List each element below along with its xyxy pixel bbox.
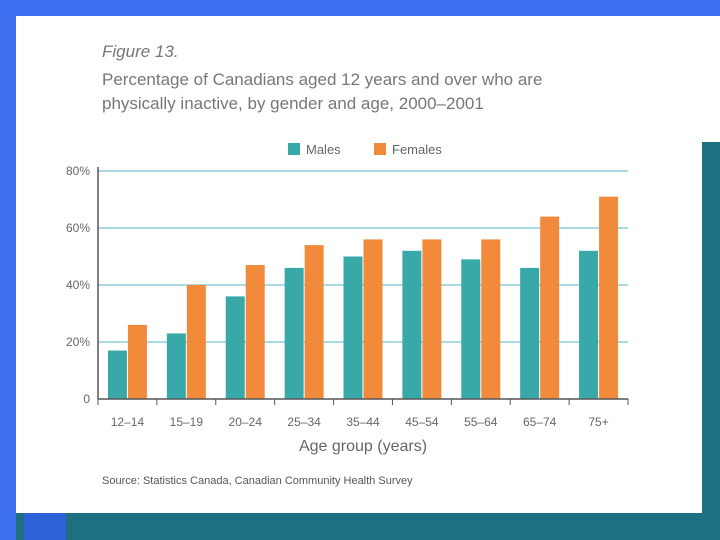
legend-label-females: Females [392, 142, 442, 157]
x-tick-label: 15–19 [170, 415, 204, 429]
bar-females-0 [127, 324, 147, 399]
decorative-bottom-band [16, 513, 720, 540]
bar-males-3 [284, 267, 304, 399]
bar-females-6 [481, 239, 501, 399]
bar-males-2 [225, 296, 245, 399]
legend-label-males: Males [306, 142, 341, 157]
chart-title: Percentage of Canadians aged 12 years an… [102, 68, 622, 116]
y-tick-label: 80% [66, 164, 90, 178]
axes: 0 20% 40% 60% 80% 12–14 15–19 20–24 25–34 35–44 45… [66, 164, 629, 455]
x-tick-label: 55–64 [464, 415, 498, 429]
x-tick-label: 65–74 [523, 415, 557, 429]
legend-swatch-males [288, 143, 300, 155]
gridlines [98, 170, 628, 343]
legend: Males Females [288, 142, 442, 157]
y-tick-label: 60% [66, 221, 90, 235]
bars [107, 196, 619, 399]
figure-label: Figure 13. [102, 42, 179, 61]
bar-females-4 [363, 239, 383, 399]
y-tick-label: 40% [66, 278, 90, 292]
bar-males-4 [343, 256, 363, 399]
x-tick-label: 12–14 [111, 415, 145, 429]
bar-females-8 [599, 196, 619, 399]
legend-swatch-females [374, 143, 386, 155]
chart-title-line-1: Percentage of Canadians aged 12 years an… [102, 70, 543, 89]
bar-males-7 [520, 267, 540, 399]
bar-males-6 [461, 259, 481, 399]
chart-title-line-2: physically inactive, by gender and age, … [102, 94, 484, 113]
bar-males-8 [579, 250, 599, 399]
x-tick-label: 35–44 [346, 415, 380, 429]
x-tick-label: 25–34 [287, 415, 321, 429]
bar-males-0 [107, 350, 127, 399]
bar-females-5 [422, 239, 442, 399]
bar-females-1 [186, 285, 206, 399]
bar-males-1 [166, 333, 186, 399]
decorative-side-band [702, 142, 720, 513]
bar-females-3 [304, 245, 324, 399]
x-tick-label: 75+ [588, 415, 608, 429]
bar-females-2 [245, 265, 265, 399]
bar-males-5 [402, 250, 422, 399]
y-tick-label: 20% [66, 335, 90, 349]
bar-females-7 [540, 216, 560, 399]
y-tick-label: 0 [83, 392, 90, 406]
x-tick-label: 45–54 [405, 415, 439, 429]
decorative-corner [24, 513, 66, 540]
x-tick-label: 20–24 [229, 415, 263, 429]
x-axis-label: Age group (years) [299, 438, 427, 455]
source-note: Source: Statistics Canada, Canadian Comm… [102, 475, 413, 487]
